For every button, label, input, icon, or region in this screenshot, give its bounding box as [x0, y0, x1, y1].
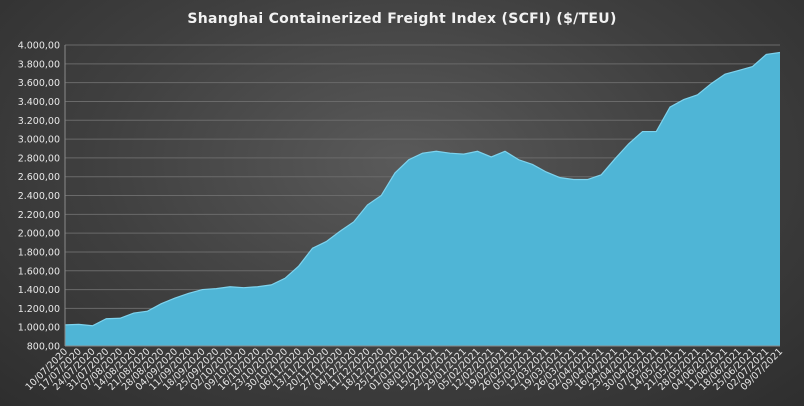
y-tick-label: 2.000,00	[18, 229, 60, 240]
y-tick-label: 3.200,00	[18, 116, 60, 127]
y-tick-label: 4.000,00	[18, 41, 60, 52]
y-tick-label: 1.400,00	[18, 285, 60, 296]
y-tick-label: 3.800,00	[18, 59, 60, 70]
y-axis-ticks: 4.000,00 3.800,00 3.600,00 3.400,00 3.200,00…	[18, 41, 60, 353]
y-tick-label: 1.200,00	[18, 304, 60, 315]
plot-area	[64, 51, 781, 346]
chart-title: Shanghai Containerized Freight Index (SC…	[187, 11, 616, 27]
y-tick-label: 1.800,00	[18, 247, 60, 258]
y-tick-label: 1.600,00	[18, 266, 60, 277]
y-tick-label: 2.800,00	[18, 153, 60, 164]
y-tick-label: 3.000,00	[18, 135, 60, 146]
y-tick-label: 3.600,00	[18, 78, 60, 89]
y-tick-label: 3.400,00	[18, 97, 60, 108]
y-tick-label: 1.000,00	[18, 323, 60, 334]
axes	[64, 45, 780, 347]
area-fill	[65, 52, 780, 346]
y-tick-label: 2.400,00	[18, 191, 60, 202]
x-axis-ticks: 10/07/202017/07/202024/07/202031/07/2020…	[24, 346, 786, 393]
area-edge-line	[64, 51, 781, 327]
y-tick-label: 800,00	[27, 342, 60, 353]
y-tick-label: 2.200,00	[18, 210, 60, 221]
y-tick-label: 2.600,00	[18, 172, 60, 183]
